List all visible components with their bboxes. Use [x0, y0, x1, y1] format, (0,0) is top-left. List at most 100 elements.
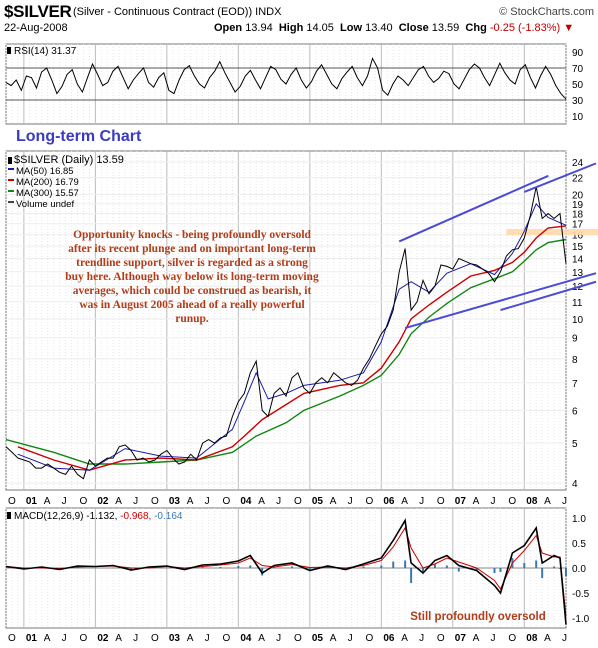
rsi-tick-label: 90 [572, 48, 584, 59]
legend-swatch [8, 201, 14, 203]
macd-x-tick-label: A [473, 633, 480, 644]
price-chart-title: Long-term Chart [16, 128, 142, 145]
rsi-panel-grid [5, 44, 567, 124]
price-legend-entry: Volume undef [16, 199, 74, 210]
macd-x-tick-label: J [348, 633, 353, 644]
price-x-tick-label: O [365, 496, 373, 507]
macd-x-tick-label: 05 [312, 633, 324, 644]
rsi-tick-label: 70 [572, 64, 584, 75]
ma50-line [17, 202, 567, 471]
macd-tick-label: 0.5 [572, 539, 586, 550]
price-x-tick-label: J [491, 496, 496, 507]
macd-x-tick-label: A [44, 633, 51, 644]
price-x-tick-label: A [115, 496, 122, 507]
legend-swatch [8, 179, 14, 181]
trendline [523, 162, 597, 193]
price-tick-label: 22 [572, 173, 584, 184]
source-credit[interactable]: © StockCharts.com [499, 6, 594, 18]
open-value: 13.94 [245, 22, 273, 34]
rsi-tick-label: 50 [572, 80, 584, 91]
macd-tick-label: -0.5 [572, 589, 590, 600]
macd-x-tick-label: O [508, 633, 516, 644]
price-legend-entry: MA(300) 15.57 [16, 188, 79, 199]
price-x-tick-label: A [544, 496, 551, 507]
price-tick-label: 24 [572, 158, 584, 169]
macd-legend-swatch [7, 512, 11, 519]
high-value: 14.05 [306, 22, 334, 34]
macd-line [5, 518, 567, 625]
macd-x-tick-label: O [365, 633, 373, 644]
price-x-tick-label: O [8, 496, 16, 507]
symbol: $SILVER [4, 2, 72, 21]
price-x-tick-label: A [258, 496, 265, 507]
macd-x-tick-label: O [79, 633, 87, 644]
low-label: Low [340, 22, 363, 34]
macd-x-tick-label: A [187, 633, 194, 644]
change-value: -0.25 (-1.83%) [489, 22, 561, 34]
rsi-tick-label: 30 [572, 96, 584, 107]
price-x-tick-label: J [276, 496, 281, 507]
price-x-tick-label: 07 [455, 496, 467, 507]
macd-x-tick-label: 07 [455, 633, 467, 644]
macd-x-tick-label: J [491, 633, 496, 644]
price-tick-label: 10 [572, 315, 584, 326]
price-x-tick-label: 05 [312, 496, 324, 507]
price-x-tick-label: O [437, 496, 445, 507]
price-tick-label: 4 [572, 479, 578, 490]
legend-swatch [8, 157, 12, 164]
price-x-tick-label: J [562, 496, 567, 507]
price-tick-label: 16 [572, 231, 584, 242]
price-x-tick-label: 08 [526, 496, 538, 507]
price-x-tick-label: J [348, 496, 353, 507]
annotation-line: Opportunity knocks - being profoundly ov… [73, 229, 311, 241]
price-x-tick-label: J [419, 496, 424, 507]
price-x-tick-label: O [79, 496, 87, 507]
macd-tick-label: 0.0 [572, 564, 586, 575]
rsi-tick-label: 10 [572, 112, 584, 123]
macd-tick-label: 1.0 [572, 514, 586, 525]
price-line [5, 186, 567, 480]
macd-x-tick-label: 01 [26, 633, 38, 644]
macd-x-tick-label: J [562, 633, 567, 644]
legend-swatch [8, 168, 14, 170]
price-legend-entry: MA(200) 16.79 [16, 177, 79, 188]
ma300-line [5, 238, 567, 465]
chart-header: $SILVER (Silver - Continuous Contract (E… [0, 0, 598, 36]
macd-x-tick-label: J [419, 633, 424, 644]
price-tick-label: 15 [572, 242, 584, 253]
chart-date: 22-Aug-2008 [4, 22, 68, 34]
macd-annotation: Still profoundly oversold [410, 611, 545, 623]
annotation-line: buy here. Although way below its long-te… [65, 271, 319, 283]
price-legend-entry: $SILVER (Daily) 13.59 [14, 154, 124, 166]
macd-x-tick-label: 03 [169, 633, 181, 644]
low-value: 13.40 [365, 22, 393, 34]
rsi-line [5, 57, 567, 100]
macd-x-tick-label: O [151, 633, 159, 644]
price-x-tick-label: A [473, 496, 480, 507]
price-annotation: Opportunity knocks - being profoundly ov… [65, 229, 319, 325]
price-x-tick-label: O [222, 496, 230, 507]
legend-swatch [8, 190, 14, 192]
price-tick-label: 19 [572, 200, 584, 211]
price-tick-label: 9 [572, 334, 578, 345]
macd-x-tick-label: A [544, 633, 551, 644]
price-tick-label: 14 [572, 255, 584, 266]
down-arrow-icon: ▼ [563, 22, 575, 34]
price-x-tick-label: 06 [383, 496, 395, 507]
price-legend-entry: MA(50) 16.85 [16, 166, 74, 177]
macd-legend-part: MACD(12,26,9) [14, 511, 86, 522]
macd-x-tick-label: J [62, 633, 67, 644]
annotation-line: trendline support, silver is regarded as… [76, 257, 308, 269]
price-x-tick-label: O [151, 496, 159, 507]
price-x-tick-label: J [205, 496, 210, 507]
high-label: High [278, 22, 304, 34]
close-label: Close [398, 22, 429, 34]
macd-x-tick-label: A [330, 633, 337, 644]
price-tick-label: 7 [572, 379, 578, 390]
macd-x-tick-label: 04 [240, 633, 252, 644]
trendline [404, 272, 597, 330]
rsi-legend-swatch [7, 47, 11, 54]
change-label: Chg [465, 22, 487, 34]
macd-x-tick-label: 08 [526, 633, 538, 644]
